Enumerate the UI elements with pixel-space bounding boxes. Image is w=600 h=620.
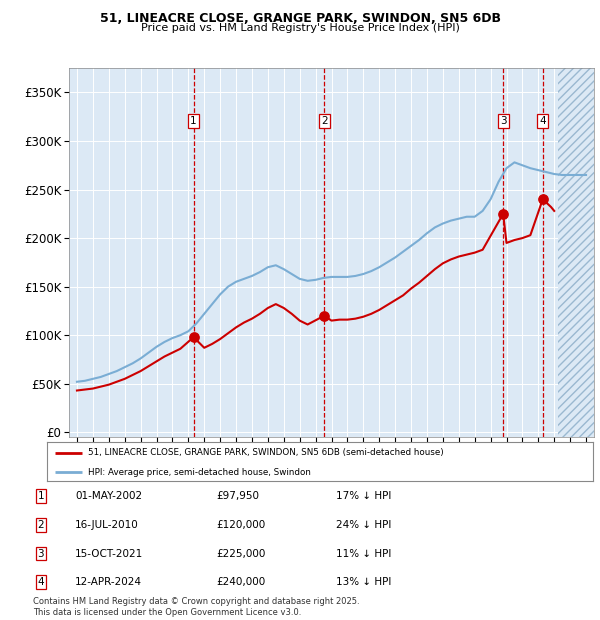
Text: 01-MAY-2002: 01-MAY-2002: [75, 491, 142, 502]
Text: 51, LINEACRE CLOSE, GRANGE PARK, SWINDON, SN5 6DB: 51, LINEACRE CLOSE, GRANGE PARK, SWINDON…: [100, 12, 500, 25]
Point: [189, 332, 199, 342]
Text: 13% ↓ HPI: 13% ↓ HPI: [336, 577, 391, 587]
Text: 2: 2: [321, 116, 328, 126]
Text: HPI: Average price, semi-detached house, Swindon: HPI: Average price, semi-detached house,…: [88, 467, 311, 477]
Text: 3: 3: [500, 116, 506, 126]
Text: 24% ↓ HPI: 24% ↓ HPI: [336, 520, 391, 530]
Text: Contains HM Land Registry data © Crown copyright and database right 2025.
This d: Contains HM Land Registry data © Crown c…: [33, 598, 359, 617]
Point: [538, 194, 548, 204]
Point: [499, 209, 508, 219]
Text: 3: 3: [37, 549, 44, 559]
Text: 1: 1: [37, 491, 44, 502]
Text: £225,000: £225,000: [216, 549, 265, 559]
Text: 2: 2: [37, 520, 44, 530]
Point: [319, 311, 329, 321]
Text: £120,000: £120,000: [216, 520, 265, 530]
Text: 11% ↓ HPI: 11% ↓ HPI: [336, 549, 391, 559]
Text: 4: 4: [37, 577, 44, 587]
Text: Price paid vs. HM Land Registry's House Price Index (HPI): Price paid vs. HM Land Registry's House …: [140, 23, 460, 33]
Bar: [558, 68, 594, 437]
Text: 15-OCT-2021: 15-OCT-2021: [75, 549, 143, 559]
Text: 1: 1: [190, 116, 197, 126]
Text: 16-JUL-2010: 16-JUL-2010: [75, 520, 139, 530]
Text: 12-APR-2024: 12-APR-2024: [75, 577, 142, 587]
Text: £240,000: £240,000: [216, 577, 265, 587]
Text: 4: 4: [539, 116, 546, 126]
Text: 51, LINEACRE CLOSE, GRANGE PARK, SWINDON, SN5 6DB (semi-detached house): 51, LINEACRE CLOSE, GRANGE PARK, SWINDON…: [88, 448, 443, 458]
Text: £97,950: £97,950: [216, 491, 259, 502]
Text: 17% ↓ HPI: 17% ↓ HPI: [336, 491, 391, 502]
